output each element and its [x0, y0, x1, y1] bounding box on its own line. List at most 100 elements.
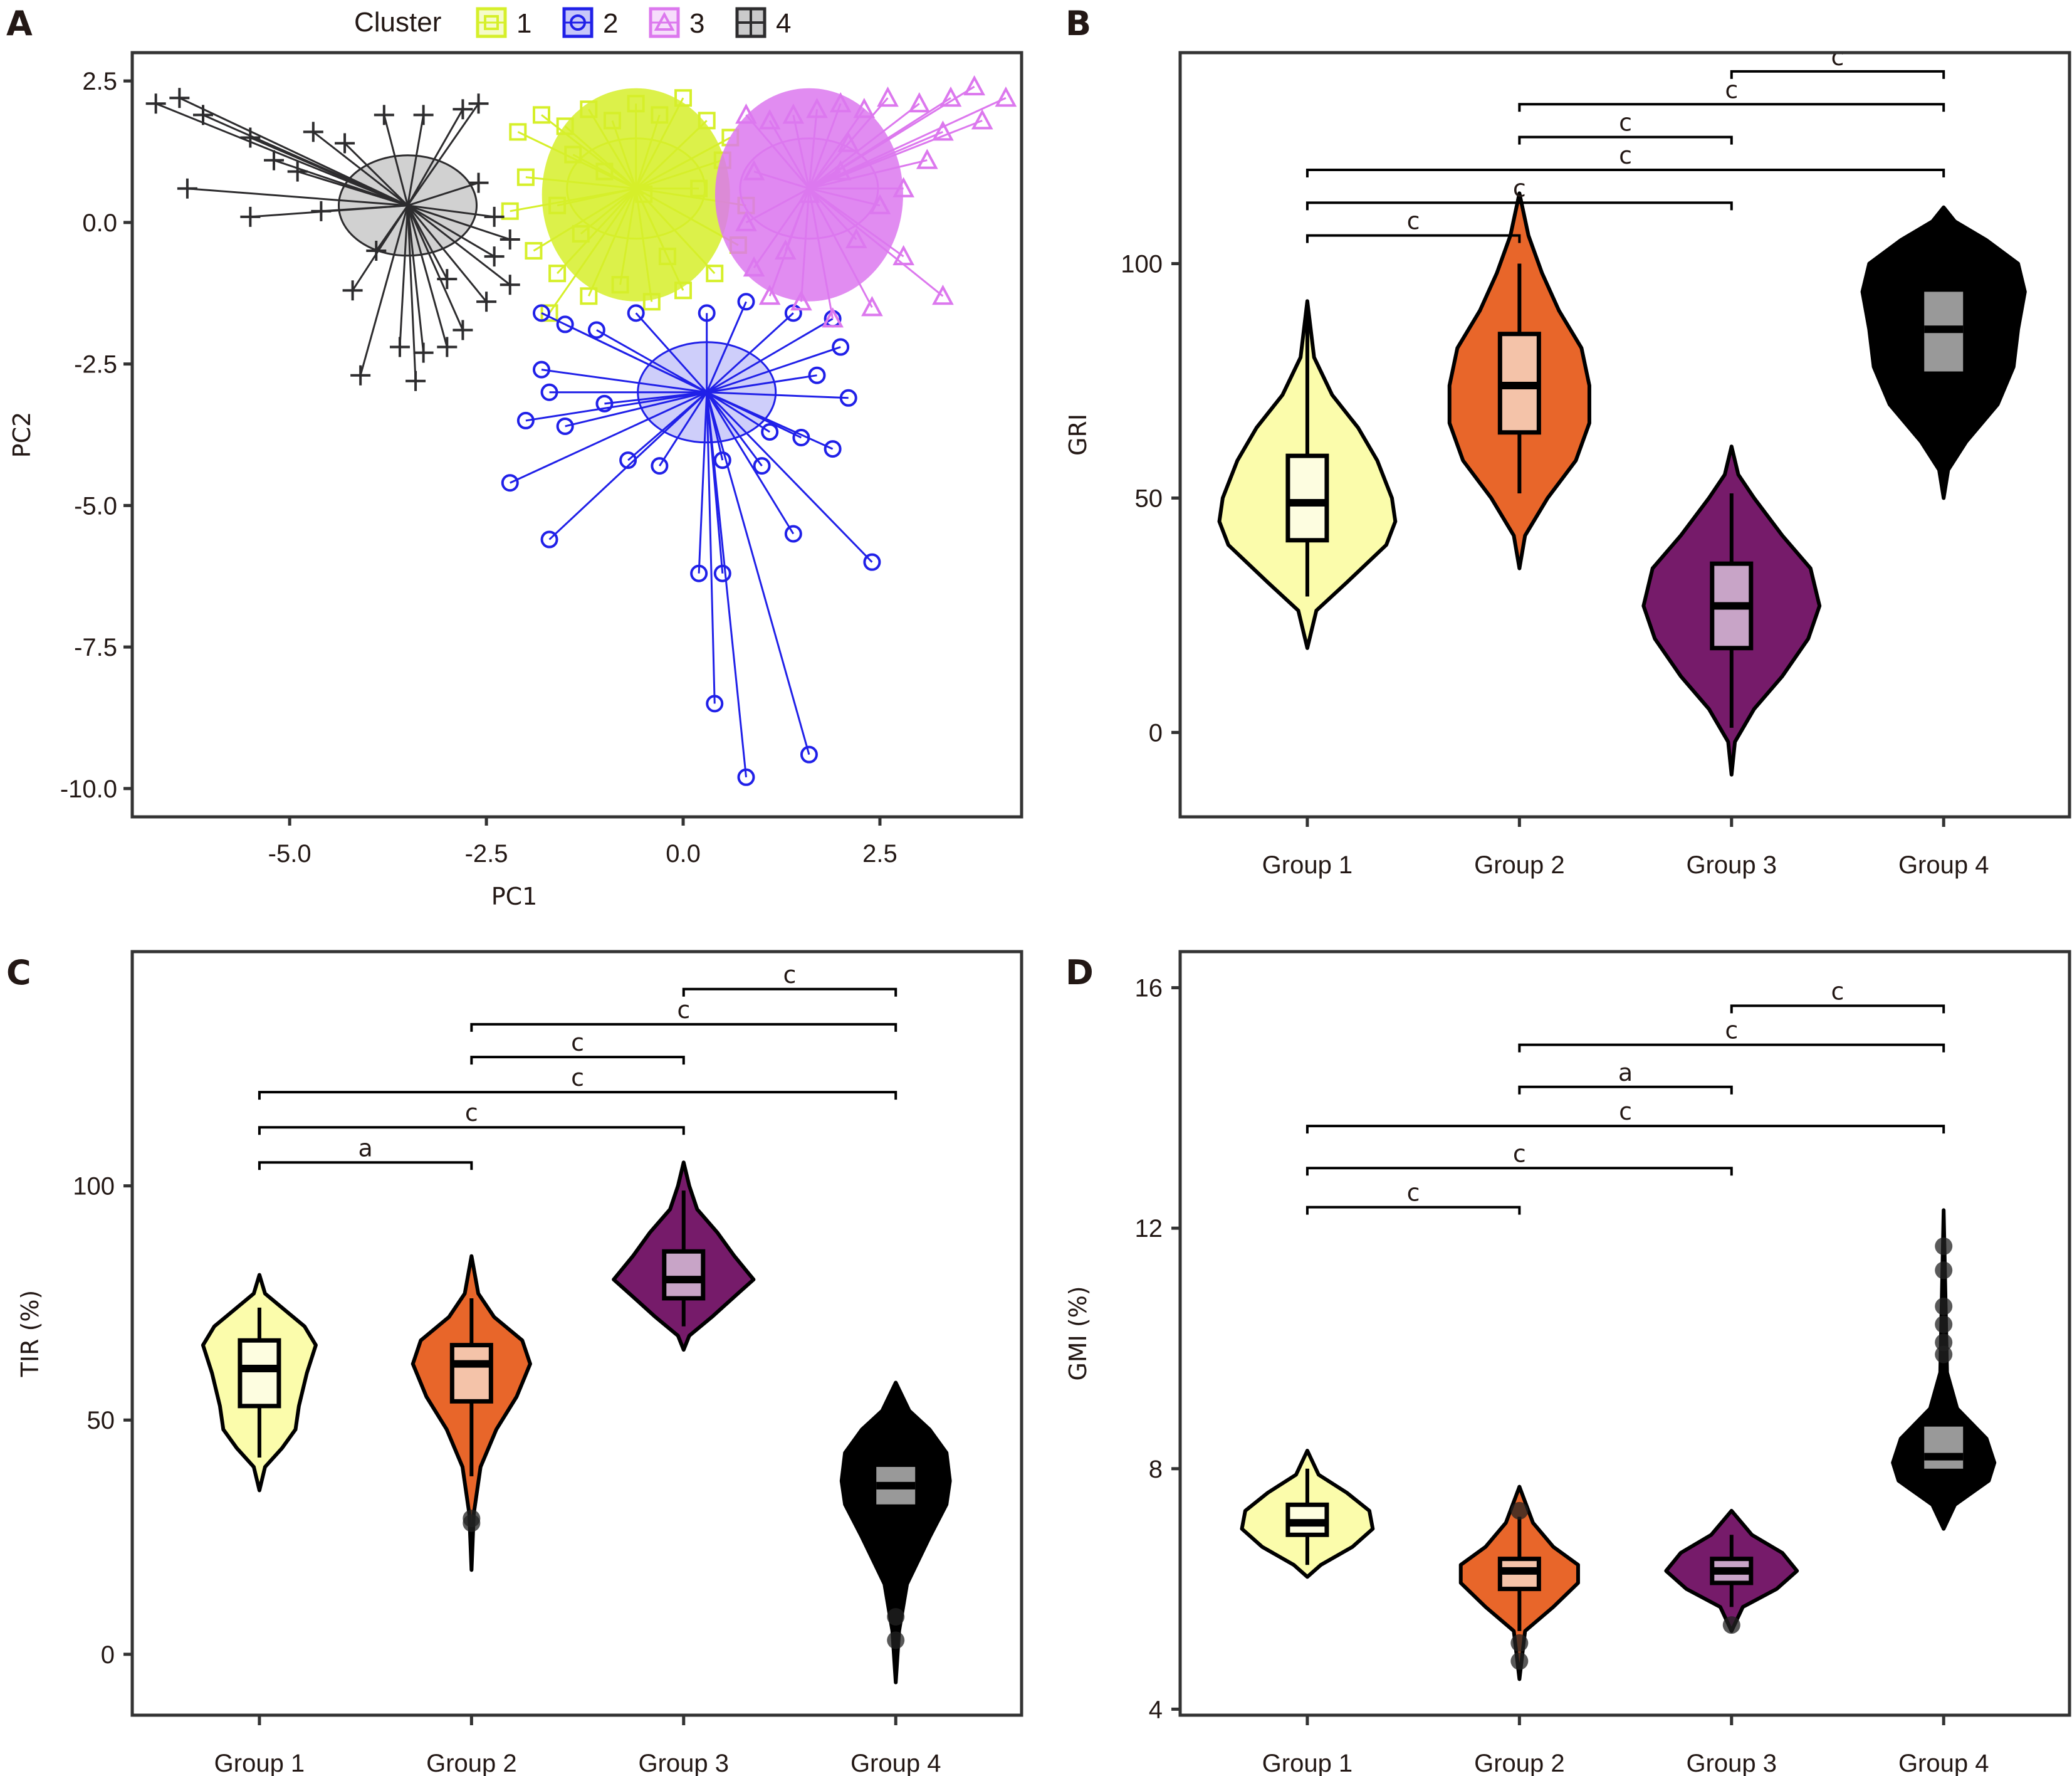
cluster-4-spoke	[407, 205, 448, 280]
legend-key-cluster-2: 2	[562, 7, 618, 39]
cluster-4-spoke	[407, 205, 425, 353]
bracket-line	[1518, 1043, 1945, 1053]
cluster-4-point	[500, 229, 520, 250]
legend-label: 4	[776, 8, 791, 39]
cluster-2-point	[532, 304, 550, 322]
cluster-2-point	[627, 304, 645, 322]
significance-bracket: c	[258, 1064, 897, 1100]
x-tick-label: 2.5	[862, 840, 897, 868]
bracket-line	[1518, 1085, 1733, 1095]
cluster-3-point	[995, 87, 1017, 107]
y-tick-label: 50	[1135, 485, 1163, 512]
cluster-1-point	[509, 123, 527, 141]
cluster-4-point	[374, 105, 394, 125]
significance-bracket: c	[1518, 76, 1945, 112]
significance-label: c	[677, 996, 690, 1024]
outlier-point	[1935, 1261, 1953, 1279]
scatter-plot-frame	[130, 51, 1023, 819]
cluster-4-spoke	[321, 204, 408, 213]
cluster-4-point	[145, 93, 166, 114]
cluster-1-point	[548, 265, 567, 283]
x-tick-label: Group 4	[1898, 851, 1989, 879]
box-iqr	[1285, 453, 1329, 543]
outlier-point	[1510, 1652, 1529, 1670]
cluster-2-spoke	[706, 392, 810, 755]
violin-2	[411, 1254, 532, 1572]
outlier-point	[887, 1608, 905, 1626]
cluster-4-point	[389, 337, 410, 357]
x-tick-label: Group 3	[639, 1750, 730, 1776]
cluster-4-point	[437, 269, 458, 290]
significance-label: c	[1831, 977, 1844, 1005]
cluster-2-point	[706, 695, 724, 713]
cluster-4-spoke	[407, 204, 494, 218]
bracket-line	[1305, 1206, 1521, 1215]
outlier-point	[1510, 1634, 1529, 1652]
violin-1	[1240, 1449, 1375, 1579]
cluster-2-point	[540, 530, 558, 549]
cluster-3-point	[971, 109, 993, 130]
cluster-2-point	[824, 440, 842, 458]
tir-violin-panel: Group 1 Group 2 Group 3 Group 4accccc050100…	[16, 950, 1023, 1776]
cluster-4-point	[342, 280, 363, 301]
cluster-4-spoke	[343, 142, 409, 206]
cluster-4-point	[240, 206, 261, 227]
cluster-4-spoke	[359, 205, 409, 376]
significance-bracket: c	[1305, 1098, 1945, 1134]
cluster-2-spoke	[706, 392, 747, 777]
x-tick-label: Group 2	[1474, 1750, 1565, 1776]
cluster-2-spoke	[541, 369, 707, 394]
cluster-4-spoke	[399, 205, 409, 347]
y-tick-label: 8	[1149, 1456, 1163, 1483]
y-axis-title: PC2	[8, 412, 36, 458]
cluster-2-spoke	[565, 323, 708, 394]
cluster-2-point	[737, 768, 755, 786]
bracket-line	[1305, 1125, 1945, 1134]
significance-bracket: a	[1518, 1059, 1733, 1095]
cluster-3-point	[939, 87, 962, 107]
violin-2	[1458, 1484, 1580, 1681]
cluster-4-point	[476, 292, 497, 312]
cluster-2-point	[753, 457, 771, 475]
significance-label: c	[783, 961, 797, 989]
significance-bracket: c	[1305, 208, 1521, 243]
cluster-2-point	[784, 525, 802, 543]
cluster-4-spoke	[407, 204, 495, 258]
y-tick-label: 100	[73, 1173, 115, 1201]
x-tick-label: -5.0	[268, 840, 311, 868]
cluster-4-point	[437, 337, 458, 357]
cluster-2-spoke	[706, 374, 817, 394]
x-tick-label: Group 2	[1474, 851, 1565, 879]
cluster-2-spoke	[706, 318, 834, 394]
significance-bracket: c	[470, 996, 897, 1032]
panel-label-c: C	[6, 953, 31, 992]
y-tick-label: 4	[1149, 1696, 1163, 1723]
cluster-2-point	[501, 474, 519, 492]
cluster-1-dense-region	[542, 88, 730, 302]
bracket-line	[1730, 1004, 1945, 1014]
cluster-2-point	[863, 553, 881, 571]
cluster-2-spoke	[706, 312, 794, 393]
x-tick-label: Group 1	[1262, 851, 1353, 879]
cluster-4-point	[303, 122, 323, 142]
pca-scatter-panel: -5.0 -2.5 0.0 2.5 2.5 0.0 -2.5 -5.0 -7.5 -10.0 PC1…	[8, 51, 1023, 910]
cluster-2-spoke	[706, 391, 763, 467]
box-iqr	[1924, 1426, 1964, 1469]
significance-bracket: c	[1730, 977, 1945, 1014]
significance-label: c	[1619, 1098, 1632, 1125]
significance-bracket: c	[1305, 142, 1945, 177]
cluster-3-point	[963, 75, 986, 96]
cluster-4-point	[453, 320, 473, 340]
legend-key-cluster-3: 3	[649, 7, 704, 39]
significance-label: c	[1725, 1017, 1738, 1044]
cluster-2-point	[761, 423, 779, 441]
cluster-2-point	[713, 451, 731, 470]
cluster-2-point	[737, 293, 755, 311]
legend-title: Cluster	[354, 7, 441, 38]
cluster-2-point	[713, 564, 731, 582]
violin-1	[201, 1273, 318, 1493]
cluster-4-spoke	[179, 97, 409, 207]
cluster-2-spoke	[525, 391, 707, 422]
cluster-4-point	[468, 93, 489, 114]
